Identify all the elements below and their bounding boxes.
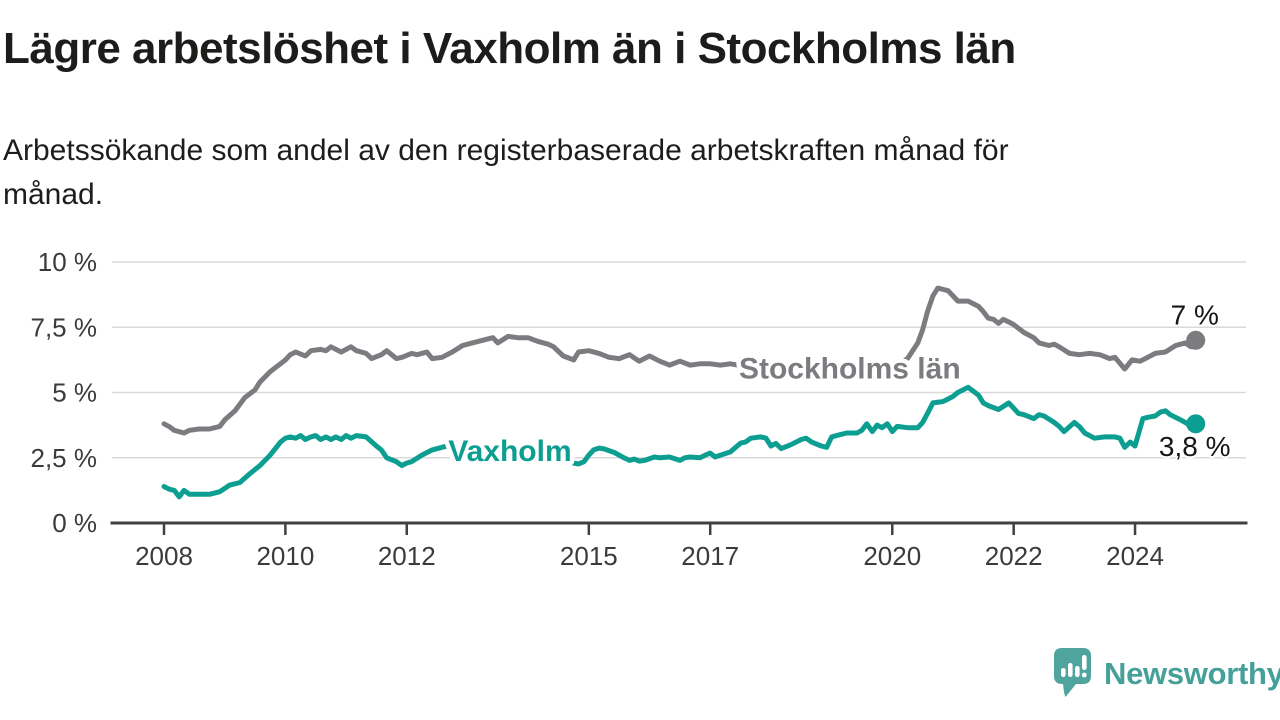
x-axis-tick-label: 2017 xyxy=(681,541,739,571)
x-axis-tick-label: 2020 xyxy=(863,541,921,571)
x-axis-tick-label: 2010 xyxy=(256,541,314,571)
y-axis-tick-label: 2,5 % xyxy=(31,443,98,473)
series-end-value-label: 3,8 % xyxy=(1159,431,1231,462)
series-line-stockholms-l-n xyxy=(161,285,1199,436)
y-axis-tick-label: 5 % xyxy=(52,378,97,408)
series-end-value-label: 7 % xyxy=(1171,299,1219,330)
x-axis-tick-label: 2022 xyxy=(985,541,1043,571)
newsworthy-logo-icon xyxy=(1054,648,1091,697)
x-axis-tick-label: 2024 xyxy=(1106,541,1164,571)
chart-subtitle: Arbetssökande som andel av den registerb… xyxy=(3,134,1009,212)
newsworthy-branding: Newsworthy xyxy=(1054,648,1280,698)
series-inline-label: Stockholms län xyxy=(739,353,961,386)
y-axis-tick-label: 7,5 % xyxy=(31,312,98,342)
series-line-vaxholm xyxy=(161,384,1199,500)
y-axis-tick-label: 10 % xyxy=(38,247,97,277)
x-axis-tick-label: 2012 xyxy=(378,541,436,571)
page-title: Lägre arbetslöshet i Vaxholm än i Stockh… xyxy=(3,24,1016,73)
series-inline-label: Vaxholm xyxy=(448,435,571,468)
x-axis-tick-label: 2008 xyxy=(135,541,193,571)
x-axis-tick-label: 2015 xyxy=(560,541,618,571)
series-end-dot xyxy=(1186,414,1206,434)
y-axis-tick-label: 0 % xyxy=(52,508,97,538)
newsworthy-wordmark: Newsworthy xyxy=(1104,655,1280,691)
series-end-dot xyxy=(1186,330,1206,350)
